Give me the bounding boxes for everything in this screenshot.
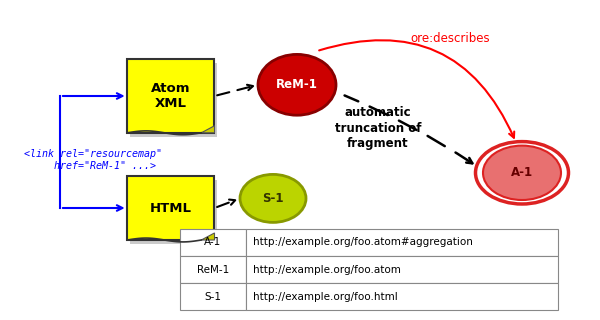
- Ellipse shape: [476, 141, 569, 204]
- FancyBboxPatch shape: [246, 229, 558, 256]
- Text: automatic
truncation of
fragment: automatic truncation of fragment: [335, 107, 421, 149]
- Text: http://example.org/foo.html: http://example.org/foo.html: [253, 292, 398, 302]
- FancyBboxPatch shape: [127, 176, 214, 240]
- FancyBboxPatch shape: [127, 59, 214, 133]
- Text: ReM-1: ReM-1: [197, 265, 229, 275]
- Text: http://example.org/foo.atom#aggregation: http://example.org/foo.atom#aggregation: [253, 237, 473, 247]
- Text: HTML: HTML: [150, 202, 192, 214]
- Ellipse shape: [258, 54, 336, 115]
- FancyBboxPatch shape: [180, 256, 246, 283]
- FancyBboxPatch shape: [130, 180, 217, 244]
- Text: <link rel="resourcemap"
     href="ReM-1" ...>: <link rel="resourcemap" href="ReM-1" ...…: [24, 149, 162, 171]
- Polygon shape: [201, 233, 214, 240]
- Text: A-1: A-1: [511, 166, 533, 179]
- Text: http://example.org/foo.atom: http://example.org/foo.atom: [253, 265, 401, 275]
- Polygon shape: [201, 126, 214, 133]
- Text: Atom
XML: Atom XML: [151, 82, 191, 110]
- FancyBboxPatch shape: [246, 283, 558, 310]
- Text: ReM-1: ReM-1: [276, 78, 318, 91]
- Ellipse shape: [240, 174, 306, 222]
- FancyBboxPatch shape: [246, 256, 558, 283]
- Text: S-1: S-1: [205, 292, 221, 302]
- FancyBboxPatch shape: [130, 63, 217, 137]
- FancyBboxPatch shape: [180, 283, 246, 310]
- Text: ore:describes: ore:describes: [410, 32, 490, 45]
- Ellipse shape: [483, 146, 561, 200]
- FancyBboxPatch shape: [180, 229, 246, 256]
- Text: S-1: S-1: [262, 192, 284, 205]
- Text: A-1: A-1: [205, 237, 221, 247]
